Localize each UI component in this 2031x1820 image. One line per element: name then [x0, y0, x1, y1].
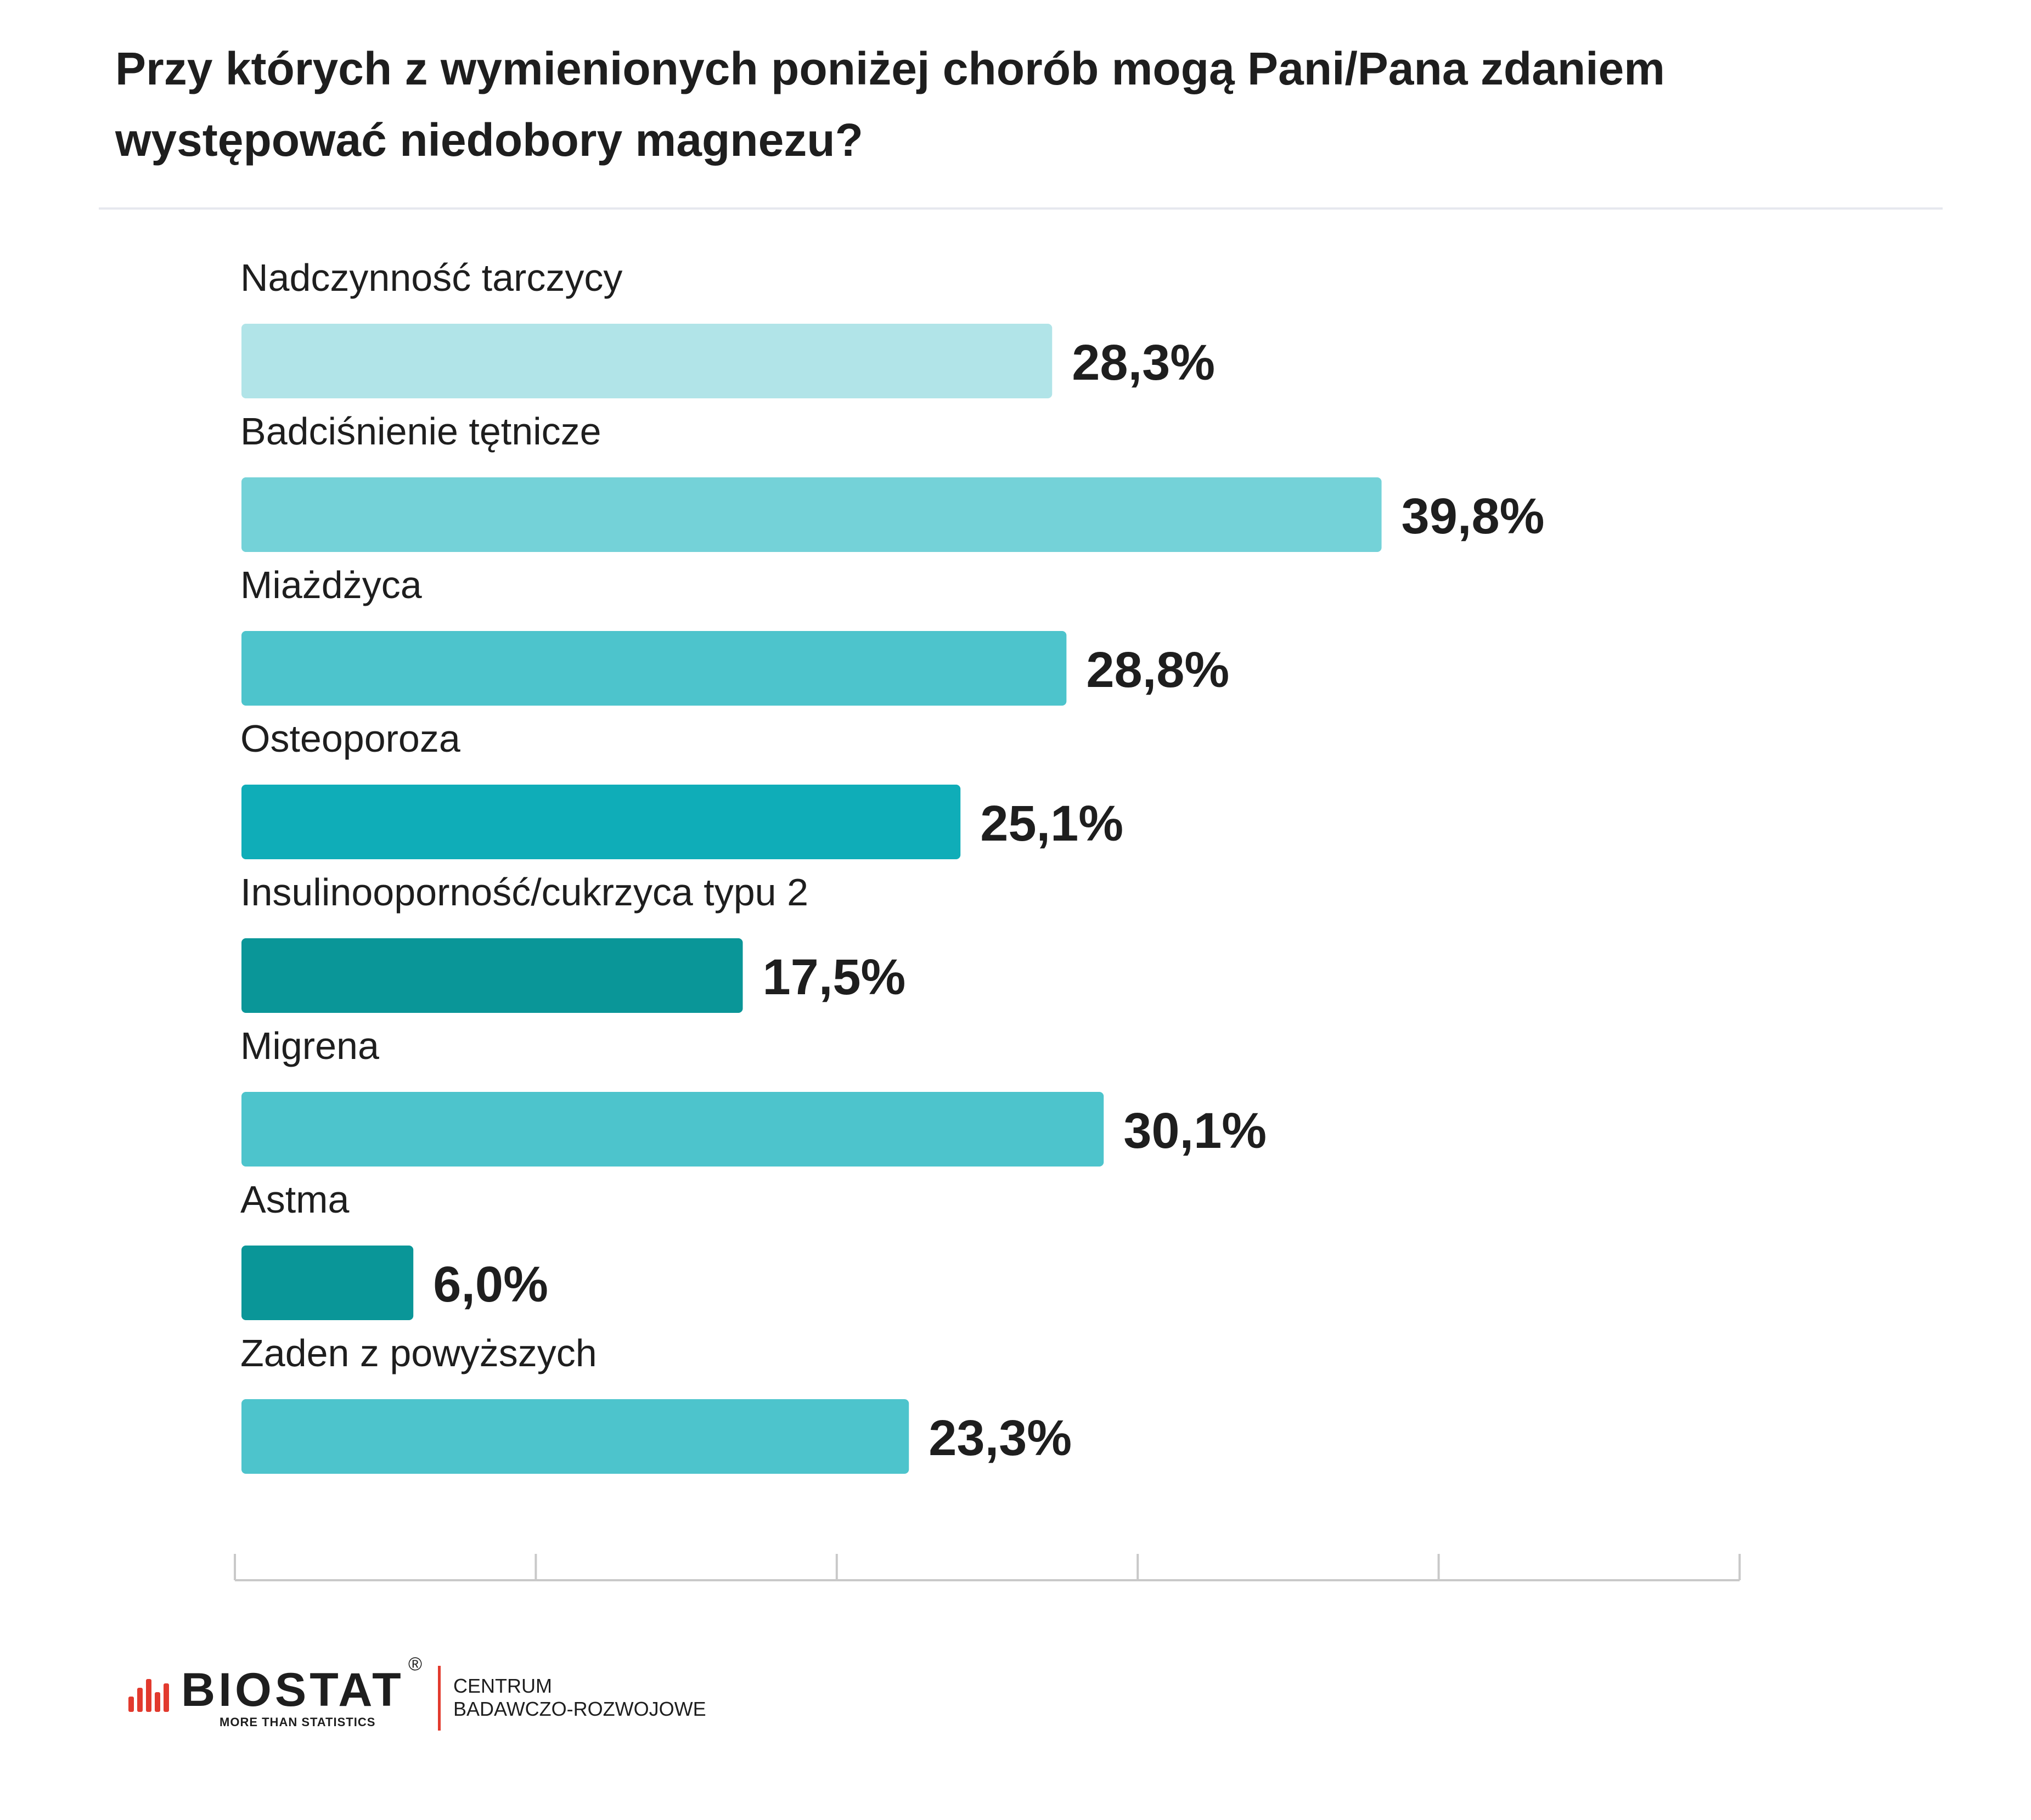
- value-label: 17,5%: [763, 949, 906, 1005]
- category-label: Zaden z powyższych: [240, 1332, 597, 1374]
- bars-layer: Nadczynność tarczycy 28,3% Badciśnienie tę…: [240, 256, 1544, 1474]
- center-line-2: BADAWCZO-ROZWOJOWE: [453, 1698, 706, 1720]
- bar: [241, 1246, 414, 1320]
- bar: [241, 324, 1053, 398]
- category-label: Astma: [240, 1178, 349, 1221]
- value-label: 39,8%: [1402, 488, 1545, 544]
- bar: [241, 938, 743, 1013]
- bar: [241, 1399, 909, 1474]
- category-label: Nadczynność tarczycy: [240, 256, 622, 299]
- bar: [241, 631, 1067, 706]
- value-label: 6,0%: [433, 1256, 548, 1312]
- center-line-1: CENTRUM: [453, 1675, 552, 1697]
- category-label: Osteoporoza: [240, 717, 460, 760]
- chart-title: Przy których z wymienionych poniżej chor…: [115, 43, 1665, 166]
- category-label: Migrena: [240, 1024, 379, 1067]
- x-axis: [234, 1554, 1741, 1581]
- bar: [241, 785, 961, 859]
- title-divider: [99, 207, 1943, 210]
- category-label: Miażdżyca: [240, 564, 422, 606]
- value-label: 25,1%: [980, 796, 1123, 852]
- category-label: Badciśnienie tętnicze: [240, 410, 601, 453]
- bar-chart: Nadczynność tarczycy 28,3% Badciśnienie tę…: [234, 256, 1741, 1581]
- brand-tagline: MORE THAN STATISTICS: [220, 1715, 376, 1729]
- bar: [241, 477, 1382, 552]
- category-label: Insulinooporność/cukrzyca typu 2: [240, 871, 808, 914]
- brand-bars-icon: [128, 1674, 172, 1712]
- brand-logo: BIOSTAT: [181, 1664, 404, 1716]
- registered-mark: ®: [408, 1654, 423, 1675]
- value-label: 28,3%: [1072, 335, 1215, 391]
- footer-divider: [438, 1666, 441, 1731]
- value-label: 23,3%: [929, 1410, 1072, 1466]
- center-name: CENTRUM BADAWCZO-ROZWOJOWE: [453, 1675, 706, 1721]
- value-label: 28,8%: [1086, 642, 1229, 698]
- value-label: 30,1%: [1123, 1103, 1267, 1159]
- bar: [241, 1092, 1104, 1167]
